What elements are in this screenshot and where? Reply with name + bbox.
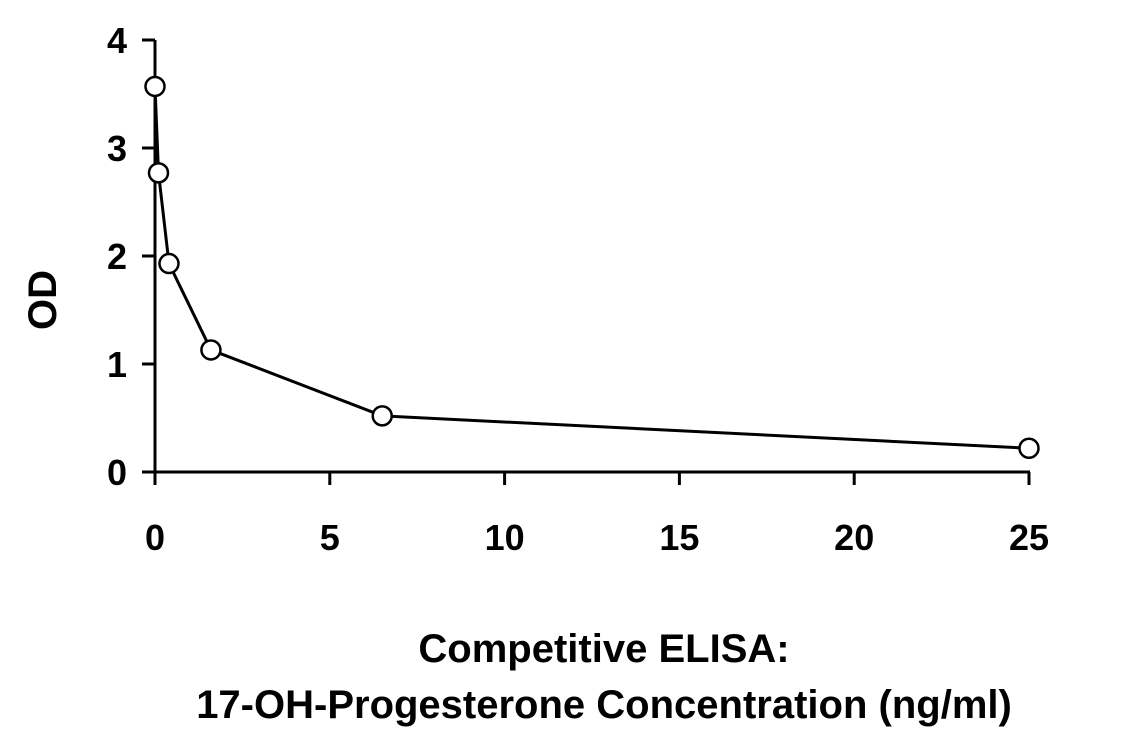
y-axis-title: OD <box>21 270 65 330</box>
y-tick-label: 1 <box>107 344 127 385</box>
y-tick-label: 2 <box>107 236 127 277</box>
data-point <box>371 405 393 427</box>
x-axis-title-line-2: 17-OH-Progesterone Concentration (ng/ml) <box>196 683 1012 727</box>
data-point <box>147 162 170 184</box>
data-point <box>144 75 166 98</box>
x-tick-label: 10 <box>485 517 525 558</box>
axes: 0 1 2 3 4 0 5 10 15 20 25 <box>107 20 1049 558</box>
x-ticks: 0 5 10 15 20 25 <box>145 472 1049 558</box>
y-tick-label: 3 <box>107 128 127 169</box>
y-ticks: 0 1 2 3 4 <box>107 20 155 493</box>
data-point <box>200 339 222 361</box>
series-line <box>153 86 1030 450</box>
x-tick-label: 15 <box>659 517 699 558</box>
x-tick-label: 20 <box>834 517 874 558</box>
series-layer <box>144 75 1040 459</box>
data-point <box>1018 437 1040 459</box>
x-axis-title-line-1: Competitive ELISA: <box>418 627 789 671</box>
y-tick-label: 4 <box>107 20 127 61</box>
x-tick-label: 5 <box>320 517 340 558</box>
x-tick-label: 0 <box>145 517 165 558</box>
data-point <box>158 252 180 275</box>
y-tick-label: 0 <box>107 452 127 493</box>
x-tick-label: 25 <box>1009 517 1049 558</box>
